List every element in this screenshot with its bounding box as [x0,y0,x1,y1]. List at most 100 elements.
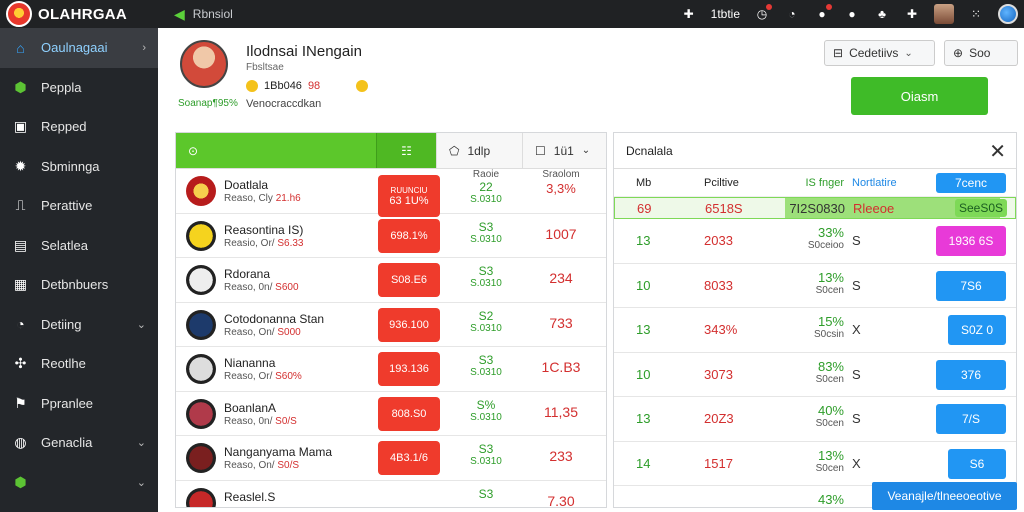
team-sub: Reaso, 0n/ S600 [224,282,299,293]
history-icon[interactable]: ◔ [788,7,796,21]
profile-role: Venocraccdkan [246,98,322,110]
medal-icon [356,80,369,92]
table-row[interactable]: Niananna Reaso, Or/ S60% 193.136 S3 S.0310 1C… [176,347,606,392]
details-panel-header: Dcnalala ✕ [614,133,1016,169]
details-column-header: Mb Pciltive IS fnger Nortlatire 7cenc [614,169,1016,197]
table-row[interactable]: 13 20Z3 40% S0cen S 7/S [614,397,1016,442]
odds-button[interactable]: 808.S0 [378,396,440,431]
tab-search[interactable]: ⊙ [176,133,376,168]
mid-value: S3 S.0310 [470,264,502,289]
tab-count[interactable]: ☐ 1ü1 ⌄ [522,133,606,168]
row-value: 3073 [704,366,733,382]
row-action-button[interactable]: 7/S [936,404,1006,434]
status-text: 1tbtie [710,7,740,21]
sidebar-item[interactable]: ▤ Selatlea [0,226,158,266]
filter-icon: ⊟ [833,46,844,60]
app-name: OLAHRGAA [38,5,128,23]
column-header-button[interactable]: 7cenc [936,173,1006,193]
sidebar-item[interactable]: ⌂ Oaulnagaai › [0,28,158,68]
row-action-button[interactable]: 1936 6S [936,226,1006,256]
sidebar-item[interactable]: ▣ Repped [0,107,158,147]
sidebar-item[interactable]: ◍ Genaclia ⌄ [0,423,158,463]
sidebar-item[interactable]: ⚑ Ppranlee [0,384,158,424]
sidebar-item[interactable]: ✣ Reotlhe [0,344,158,384]
sidebar-item-label: Selatlea [41,237,88,253]
coin-icon [246,80,258,92]
sidebar-item[interactable]: ⬢ Peppla [0,68,158,108]
table-row[interactable]: 13 2033 33% S0ceioo S 1936 6S [614,219,1016,264]
tab-list[interactable]: ☷ [376,133,436,168]
odds-button[interactable]: 698.1% [378,218,440,253]
sidebar-item[interactable]: ⎍ Perattive [0,186,158,226]
profile-name: Ilodnsai INengain [246,43,362,60]
home-icon: ⌂ [16,39,25,56]
plus-icon[interactable]: ✚ [906,7,918,21]
shield-icon: ⬢ [14,473,27,490]
bell-icon[interactable]: ♣ [878,7,886,21]
brand[interactable]: OLAHRGAA [0,0,158,28]
table-row[interactable]: 10 8033 13% S0cen S 7S6 [614,264,1016,308]
team-name: Reaslel.S [224,489,276,504]
cta-button[interactable]: Veanajle/tlneeoeotive [872,482,1017,510]
odds-button[interactable]: 936.100 [378,307,440,342]
chevron-icon[interactable]: ⌄ [136,476,146,489]
table-row[interactable]: Cotodonanna Stan Reaso, On/ S000 936.100 S2… [176,303,606,347]
square-icon: ☐ [535,143,546,158]
table-row[interactable]: 10 3073 83% S0cen S 376 [614,353,1016,397]
chevron-down-icon: ⌄ [581,145,591,156]
globe-icon[interactable] [998,4,1018,24]
highlight-row[interactable]: 69 6518S 7I2S0830 Rleeoe SeeS0S [614,197,1016,219]
odds-button[interactable]: RUUNCIU 63 1U% [378,175,440,217]
sidebar-item-label: Peppla [41,79,82,95]
filter-dropdown[interactable]: ⊟ Cedetiivs ⌄ [824,40,935,66]
sidebar-item-label: Oaulnagaai [41,40,108,56]
flag-icon: ⚑ [14,394,27,411]
gauge-icon: ◔ [16,316,25,333]
breadcrumb-text: Rbnsiol [192,7,233,21]
tab-filter[interactable]: ⬠ 1dlp [436,133,522,168]
team-name: Reasontina IS) [224,222,304,237]
chevron-icon[interactable]: › [142,41,146,54]
profile-avatar[interactable] [180,40,228,88]
list-icon: ☷ [401,143,412,158]
table-row[interactable]: Nanganyama Mama Reaso, On/ S0/S 4B3.1/6 S3 S… [176,436,606,481]
primary-button[interactable]: Oiasm [851,77,988,115]
chevron-icon[interactable]: ⌄ [136,318,146,331]
chart-icon: ⎍ [15,197,26,214]
table-row[interactable]: Rdorana Reaso, 0n/ S600 S08.E6 S3 S.0310 234 [176,258,606,303]
sidebar-item[interactable]: ✹ Sbminnga [0,147,158,187]
sidebar-item[interactable]: ◔ Detiing ⌄ [0,305,158,345]
puzzle-icon[interactable]: ✚ [683,7,694,21]
table-row[interactable]: Reasontina IS) Reasio, Or/ S6.33 698.1% S3 S… [176,214,606,258]
odds-button[interactable]: 4B3.1/6 [378,441,440,475]
team-name: Doatlala [224,178,269,192]
table-row[interactable]: 14 1517 13% S0cen X S6 [614,442,1016,486]
profile-subtitle: Fbsltsae [246,62,284,73]
search-button[interactable]: ⊕ Soo [944,40,1018,66]
alert-icon[interactable]: ● [848,7,856,21]
table-row[interactable]: 43% [614,486,1016,507]
row-action-button[interactable]: 376 [936,359,1006,390]
sidebar-item[interactable]: ▦ Detbnbuers [0,265,158,305]
notification-icon[interactable]: ● [814,4,832,22]
tab-count-label: 1ü1 [553,143,574,158]
row-index: 10 [636,277,651,293]
row-value: 1007 [545,225,577,242]
table-row[interactable]: 13 343% 15% S0csin X S0Z 0 [614,308,1016,353]
odds-button[interactable]: 193.136 [378,352,440,386]
table-row[interactable]: BoanlanA Reaso, 0n/ S0/S 808.S0 S% S.0310 11,… [176,392,606,436]
clock-icon[interactable]: ◷ [754,4,772,22]
table-row[interactable]: Doatlala Reaso, Cly 21.h6 RUUNCIU 63 1U%… [176,169,606,217]
row-action-button[interactable]: S6 [948,448,1006,479]
chevron-icon[interactable]: ⌄ [136,437,146,450]
close-icon[interactable]: ✕ [989,141,1006,163]
sidebar-item[interactable]: ⬢ ⌄ [0,463,158,503]
apps-grid-icon[interactable]: ⁙ [970,7,982,21]
row-value: 8033 [704,277,733,293]
back-arrow-icon[interactable]: ◀ [174,5,185,22]
table-row[interactable]: Reaslel.S S3 7.30 [176,481,606,507]
row-action-button[interactable]: S0Z 0 [948,315,1006,345]
odds-button[interactable]: S08.E6 [378,263,440,297]
row-action-button[interactable]: 7S6 [936,270,1006,301]
user-avatar[interactable] [934,4,954,24]
